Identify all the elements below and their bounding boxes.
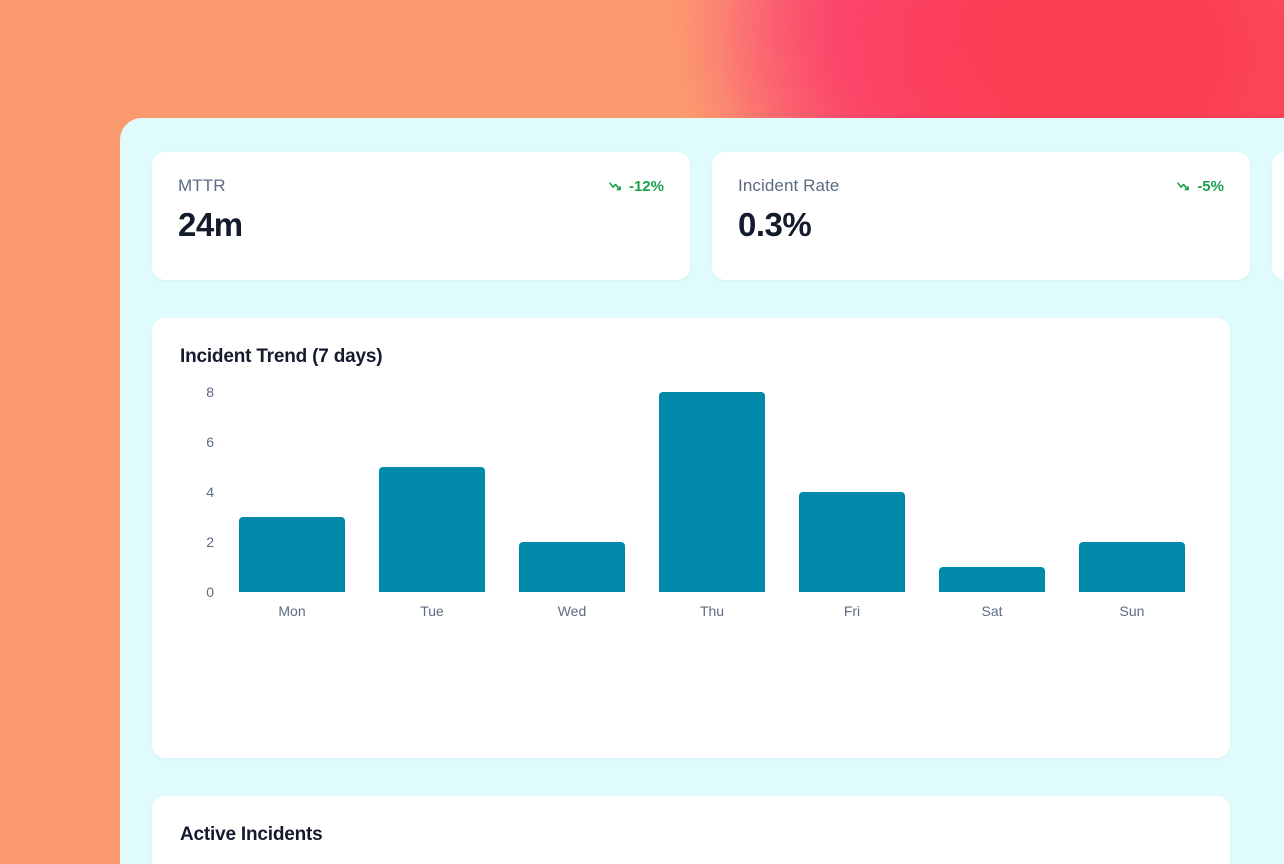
bar-sun[interactable] <box>1079 542 1185 592</box>
y-axis-tick: 2 <box>206 534 214 550</box>
kpi-label: MTTR <box>178 176 226 195</box>
x-axis-label: Wed <box>557 603 587 619</box>
dashboard-panel: MTTR -12% 24m Incident Rate <box>120 118 1284 864</box>
x-axis: Mon Tue Wed Thu Fri Sat Sun <box>222 603 1202 619</box>
bar-slot <box>642 392 782 592</box>
x-axis-label: Thu <box>699 603 725 619</box>
x-axis-label: Tue <box>420 603 444 619</box>
bar-thu[interactable] <box>659 392 765 592</box>
kpi-card-third-clipped[interactable] <box>1272 152 1284 280</box>
kpi-value: 0.3% <box>738 206 812 243</box>
bar-chart-plot: 0 2 4 6 8 Mon Tue Wed Thu Fri Sat Sun <box>180 384 1202 619</box>
kpi-card-mttr[interactable]: MTTR -12% 24m <box>152 152 690 280</box>
trend-down-icon <box>1177 181 1190 190</box>
kpi-card-row: MTTR -12% 24m Incident Rate <box>152 152 1284 280</box>
bar-mon[interactable] <box>239 517 345 592</box>
bar-series <box>222 392 1202 592</box>
trend-down-icon <box>609 181 621 190</box>
kpi-header: MTTR -12% <box>178 176 664 196</box>
active-incidents-card: Active Incidents <box>152 796 1230 864</box>
kpi-delta: -12% <box>609 178 664 195</box>
kpi-card-incident-rate[interactable]: Incident Rate -5% 0.3% <box>712 152 1250 280</box>
bar-slot <box>502 392 642 592</box>
bar-slot <box>362 392 502 592</box>
y-axis-tick: 8 <box>206 384 214 400</box>
kpi-header: Incident Rate -5% <box>738 176 1224 196</box>
bar-sat[interactable] <box>939 567 1045 592</box>
bar-wed[interactable] <box>519 542 625 592</box>
chart-title: Incident Trend (7 days) <box>180 346 383 367</box>
y-axis-tick: 0 <box>206 584 214 600</box>
x-axis-label: Fri <box>843 603 861 619</box>
list-title: Active Incidents <box>180 824 323 845</box>
x-axis-label: Sun <box>1119 603 1145 619</box>
bar-slot <box>782 392 922 592</box>
bar-fri[interactable] <box>799 492 905 592</box>
bar-tue[interactable] <box>379 467 485 592</box>
kpi-delta-value: -5% <box>1197 177 1224 195</box>
bar-slot <box>222 392 362 592</box>
bar-slot <box>922 392 1062 592</box>
kpi-label: Incident Rate <box>738 176 840 195</box>
kpi-delta-value: -12% <box>628 177 664 195</box>
y-axis-tick: 6 <box>206 434 214 450</box>
kpi-delta: -5% <box>1177 178 1224 195</box>
bar-slot <box>1062 392 1202 592</box>
incident-trend-card: Incident Trend (7 days) 0 2 4 6 8 Mon Tue Wed T… <box>152 318 1230 758</box>
y-axis-tick: 4 <box>206 484 214 500</box>
x-axis-label: Sat <box>981 603 1003 619</box>
x-axis-label: Mon <box>278 603 306 619</box>
kpi-value: 24m <box>178 206 243 243</box>
y-axis: 0 2 4 6 8 <box>180 384 214 600</box>
